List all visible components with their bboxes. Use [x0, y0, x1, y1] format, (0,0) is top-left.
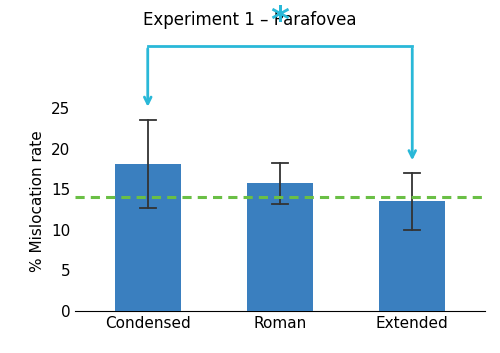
Text: Experiment 1 – Parafovea: Experiment 1 – Parafovea: [144, 11, 357, 29]
Bar: [379, 201, 446, 311]
Bar: [114, 164, 181, 311]
Bar: [247, 183, 313, 311]
Y-axis label: % Mislocation rate: % Mislocation rate: [30, 130, 46, 272]
Text: *: *: [270, 4, 289, 38]
